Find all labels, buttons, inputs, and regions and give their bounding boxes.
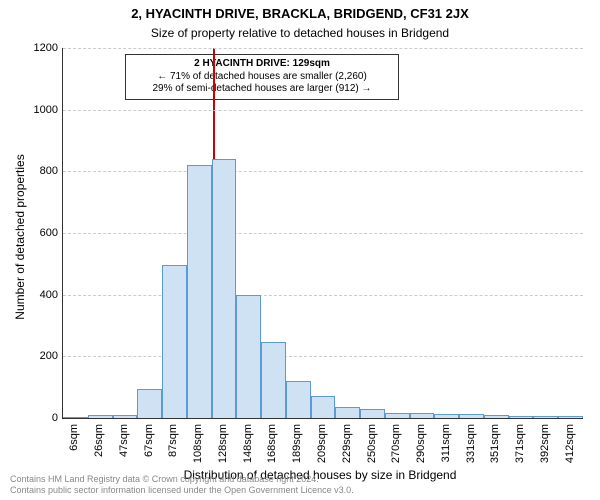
gridline bbox=[63, 48, 583, 49]
x-tick-label: 331sqm bbox=[465, 424, 477, 463]
histogram-bar bbox=[137, 389, 162, 418]
histogram-bar bbox=[212, 159, 237, 418]
x-tick-label: 87sqm bbox=[167, 424, 179, 457]
x-tick-label: 290sqm bbox=[415, 424, 427, 463]
x-tick-label: 189sqm bbox=[291, 424, 303, 463]
y-tick-label: 1200 bbox=[8, 42, 58, 54]
histogram-bar bbox=[286, 381, 311, 418]
histogram-bar bbox=[162, 265, 187, 418]
footnote: Contains HM Land Registry data © Crown c… bbox=[10, 474, 590, 496]
histogram-bar bbox=[261, 342, 286, 418]
x-tick-label: 128sqm bbox=[217, 424, 229, 463]
x-tick-label: 371sqm bbox=[514, 424, 526, 463]
histogram-bar bbox=[113, 415, 138, 418]
y-tick-label: 600 bbox=[8, 227, 58, 239]
histogram-bar bbox=[434, 414, 459, 418]
annotation-line-3: 29% of semi-detached houses are larger (… bbox=[132, 83, 392, 96]
histogram-bar bbox=[360, 409, 385, 418]
histogram-bar bbox=[187, 165, 212, 418]
annotation-box: 2 HYACINTH DRIVE: 129sqm ← 71% of detach… bbox=[125, 54, 399, 100]
y-tick-label: 400 bbox=[8, 289, 58, 301]
x-tick-label: 26sqm bbox=[93, 424, 105, 457]
x-tick-label: 148sqm bbox=[242, 424, 254, 463]
chart-title-sub: Size of property relative to detached ho… bbox=[0, 26, 600, 40]
x-tick-label: 6sqm bbox=[68, 424, 80, 451]
gridline bbox=[63, 295, 583, 296]
histogram-bar bbox=[484, 415, 509, 418]
histogram-bar bbox=[385, 413, 410, 418]
y-tick-label: 0 bbox=[8, 412, 58, 424]
x-tick-label: 108sqm bbox=[192, 424, 204, 463]
footnote-line-1: Contains HM Land Registry data © Crown c… bbox=[10, 474, 590, 485]
x-tick-label: 250sqm bbox=[366, 424, 378, 463]
histogram-bar bbox=[88, 415, 113, 418]
histogram-bar bbox=[311, 396, 336, 418]
histogram-bar bbox=[509, 416, 534, 418]
histogram-bar bbox=[335, 407, 360, 418]
gridline bbox=[63, 110, 583, 111]
x-tick-label: 392sqm bbox=[539, 424, 551, 463]
plot-area: 2 HYACINTH DRIVE: 129sqm ← 71% of detach… bbox=[62, 48, 583, 419]
histogram-bar bbox=[410, 413, 435, 418]
y-tick-label: 200 bbox=[8, 350, 58, 362]
gridline bbox=[63, 356, 583, 357]
y-tick-label: 800 bbox=[8, 165, 58, 177]
histogram-bar bbox=[459, 414, 484, 418]
x-tick-label: 412sqm bbox=[564, 424, 576, 463]
x-tick-label: 351sqm bbox=[489, 424, 501, 463]
annotation-line-2: ← 71% of detached houses are smaller (2,… bbox=[132, 71, 392, 84]
y-tick-label: 1000 bbox=[8, 104, 58, 116]
gridline bbox=[63, 233, 583, 234]
annotation-line-1: 2 HYACINTH DRIVE: 129sqm bbox=[132, 58, 392, 71]
x-tick-label: 47sqm bbox=[118, 424, 130, 457]
x-tick-label: 67sqm bbox=[143, 424, 155, 457]
x-tick-label: 209sqm bbox=[316, 424, 328, 463]
gridline bbox=[63, 171, 583, 172]
x-tick-label: 311sqm bbox=[440, 424, 452, 462]
x-tick-label: 229sqm bbox=[341, 424, 353, 463]
x-tick-label: 270sqm bbox=[390, 424, 402, 463]
histogram-bar bbox=[63, 417, 88, 418]
figure: 2, HYACINTH DRIVE, BRACKLA, BRIDGEND, CF… bbox=[0, 0, 600, 500]
chart-title-main: 2, HYACINTH DRIVE, BRACKLA, BRIDGEND, CF… bbox=[0, 6, 600, 21]
histogram-bar bbox=[533, 416, 558, 418]
x-tick-label: 168sqm bbox=[266, 424, 278, 463]
histogram-bar bbox=[236, 295, 261, 418]
footnote-line-2: Contains public sector information licen… bbox=[10, 485, 590, 496]
histogram-bar bbox=[558, 416, 583, 418]
